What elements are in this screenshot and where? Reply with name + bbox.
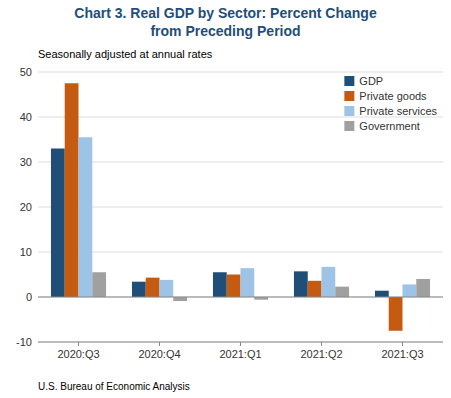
subtitle: Seasonally adjusted at annual rates bbox=[38, 48, 213, 60]
bar bbox=[416, 279, 430, 297]
grid-line bbox=[38, 72, 443, 73]
legend-label: Private goods bbox=[359, 90, 427, 102]
x-tick bbox=[78, 342, 79, 346]
bar bbox=[335, 287, 349, 297]
bar bbox=[160, 280, 174, 297]
legend-swatch bbox=[344, 91, 354, 101]
x-tick bbox=[402, 342, 403, 346]
y-tick-label: 20 bbox=[20, 201, 32, 213]
bar bbox=[308, 281, 322, 297]
legend-swatch bbox=[344, 121, 354, 131]
title: Chart 3. Real GDP by Sector: Percent Cha… bbox=[74, 5, 377, 39]
chart: Chart 3. Real GDP by Sector: Percent Cha… bbox=[0, 0, 451, 398]
legend-item: GDP bbox=[344, 75, 383, 87]
title-line: Chart 3. Real GDP by Sector: Percent Cha… bbox=[74, 5, 377, 21]
x-tick bbox=[321, 342, 322, 346]
y-tick-label: 50 bbox=[20, 66, 32, 78]
x-tick bbox=[240, 342, 241, 346]
legend-label: Private services bbox=[359, 105, 437, 117]
x-tick-label: 2020:Q3 bbox=[57, 348, 99, 360]
bar bbox=[92, 272, 106, 297]
bar bbox=[132, 282, 146, 297]
legend-item: Private services bbox=[344, 105, 437, 117]
bar bbox=[79, 137, 93, 297]
bar bbox=[403, 284, 417, 297]
x-tick-label: 2021:Q2 bbox=[300, 348, 342, 360]
bar bbox=[173, 297, 187, 301]
bar bbox=[241, 268, 255, 297]
y-tick-label: 40 bbox=[20, 111, 32, 123]
grid-line bbox=[38, 207, 443, 208]
bar bbox=[375, 291, 389, 297]
y-tick-label: 10 bbox=[20, 246, 32, 258]
legend-item: Private goods bbox=[344, 90, 427, 102]
bar bbox=[227, 275, 241, 298]
bar bbox=[51, 149, 65, 298]
legend-swatch bbox=[344, 76, 354, 86]
y-tick-label: -10 bbox=[16, 336, 32, 348]
title-line: from Preceding Period bbox=[150, 23, 300, 39]
bars bbox=[51, 83, 430, 331]
bar bbox=[146, 278, 160, 297]
y-tick-label: 0 bbox=[26, 291, 32, 303]
bar bbox=[389, 297, 403, 331]
legend-item: Government bbox=[344, 120, 420, 132]
legend-swatch bbox=[344, 106, 354, 116]
x-tick-label: 2021:Q3 bbox=[381, 348, 423, 360]
zero-line bbox=[38, 297, 443, 298]
x-tick-label: 2021:Q1 bbox=[219, 348, 261, 360]
bar bbox=[322, 267, 336, 297]
bar bbox=[294, 271, 308, 297]
x-tick-label: 2020:Q4 bbox=[138, 348, 180, 360]
x-tick bbox=[159, 342, 160, 346]
legend-label: Government bbox=[359, 120, 420, 132]
bar bbox=[213, 272, 227, 297]
grid-line bbox=[38, 252, 443, 253]
y-tick-label: 30 bbox=[20, 156, 32, 168]
bar bbox=[65, 83, 79, 297]
footnote: U.S. Bureau of Economic Analysis bbox=[38, 381, 190, 392]
legend: GDP Private goods Private services Governme… bbox=[344, 75, 437, 132]
grid-line bbox=[38, 297, 443, 298]
legend-label: GDP bbox=[359, 75, 383, 87]
grid-line bbox=[38, 162, 443, 163]
